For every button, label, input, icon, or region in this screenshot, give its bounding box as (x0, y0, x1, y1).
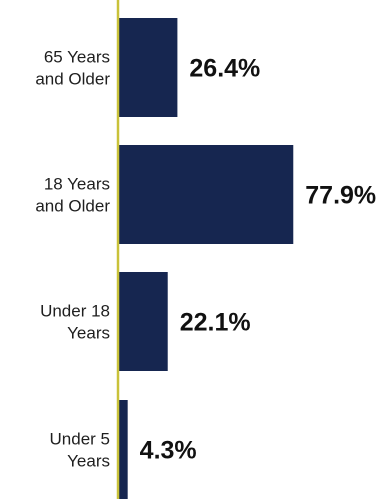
value-label-3: 4.3% (140, 437, 197, 465)
category-label-1-line-1: and Older (35, 197, 110, 216)
value-label-1: 77.9% (305, 182, 376, 210)
bars-layer (118, 18, 294, 499)
category-label-2-line-0: Under 18 (40, 302, 110, 321)
category-label-2-line-1: Years (67, 324, 110, 343)
bar-2 (118, 272, 168, 371)
value-label-2: 22.1% (180, 309, 251, 337)
category-label-1-line-0: 18 Years (44, 175, 110, 194)
category-label-0-line-1: and Older (35, 70, 110, 89)
category-label-0-line-0: 65 Years (44, 48, 110, 67)
bar-0 (118, 18, 178, 117)
category-label-3-line-1: Years (67, 452, 110, 471)
category-label-3-line-0: Under 5 (50, 430, 110, 449)
labels-layer: 26.4% 65 Years and Older 77.9% 18 Years and O… (35, 48, 376, 471)
bar-1 (118, 145, 294, 244)
bar-3 (118, 400, 128, 499)
value-label-0: 26.4% (189, 55, 260, 83)
